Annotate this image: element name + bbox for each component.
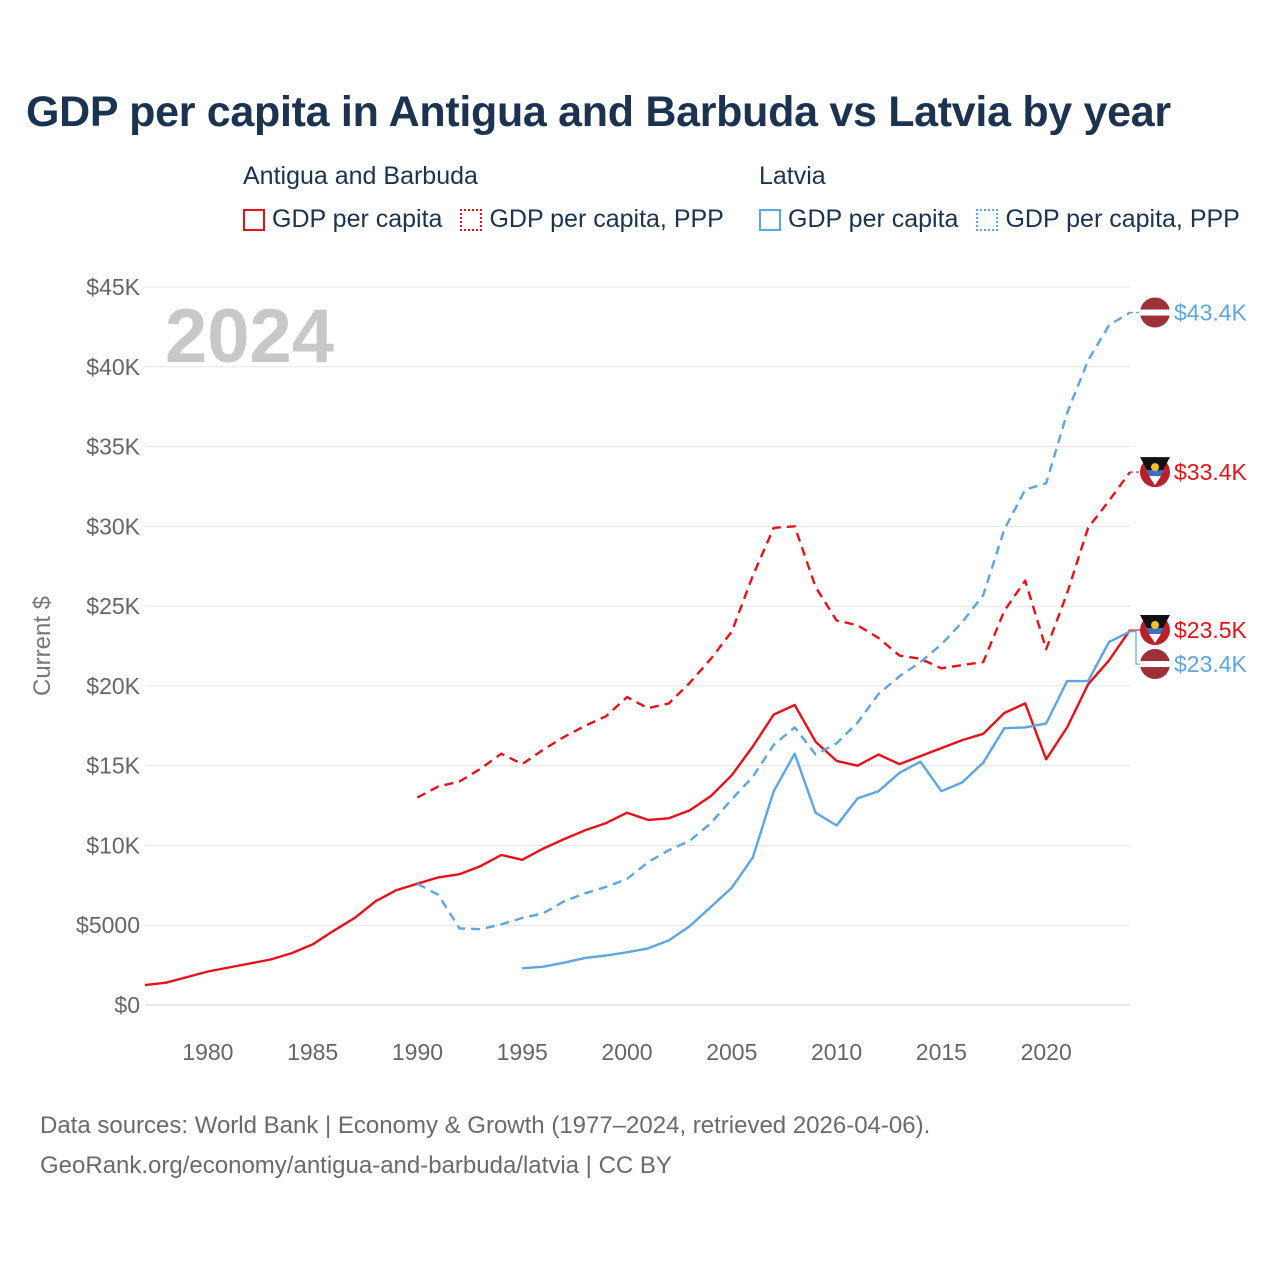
legend-label: GDP per capita: [272, 205, 443, 233]
legend-item-latvia-gdp-ppp[interactable]: GDP per capita, PPP: [976, 205, 1240, 234]
end-value-label: $23.5K: [1174, 617, 1248, 643]
legend-group-antigua: Antigua and Barbuda GDP per capita GDP p…: [243, 162, 724, 234]
y-tick-label: $45K: [86, 274, 140, 300]
legend-label: GDP per capita, PPP: [489, 205, 724, 233]
antigua-flag-icon: [1140, 457, 1170, 488]
footer-link[interactable]: GeoRank.org/economy/antigua-and-barbuda/…: [40, 1152, 672, 1179]
latvia-flag-icon: [1140, 649, 1170, 680]
antigua-flag-icon: [1140, 615, 1170, 646]
series-line-latvia-dashed[interactable]: [416, 311, 1131, 931]
y-tick-label: $25K: [86, 593, 140, 619]
legend-group-title: Latvia: [759, 162, 826, 190]
y-tick-label: $0: [114, 992, 140, 1018]
series-line-antigua-solid[interactable]: [144, 629, 1131, 987]
legend-swatch: [976, 208, 999, 231]
x-tick-label: 1985: [287, 1039, 338, 1065]
latvia-flag-icon: [1140, 297, 1170, 328]
legend-swatch: [460, 208, 483, 231]
legend-item-latvia-gdp[interactable]: GDP per capita: [759, 205, 958, 234]
legend-label: GDP per capita, PPP: [1005, 205, 1240, 233]
year-watermark: 2024: [165, 294, 334, 379]
series-line-antigua-dashed[interactable]: [416, 471, 1131, 799]
y-tick-label: $5000: [76, 912, 140, 938]
x-tick-label: 2005: [706, 1039, 757, 1065]
legend-group-title: Antigua and Barbuda: [243, 162, 478, 190]
x-tick-label: 2000: [601, 1039, 652, 1065]
legend-item-antigua-gdp-ppp[interactable]: GDP per capita, PPP: [460, 205, 724, 234]
series-line-latvia-solid[interactable]: [522, 630, 1131, 970]
footer: Data sources: World Bank | Economy & Gro…: [40, 1106, 930, 1186]
end-connector: [1130, 631, 1140, 665]
end-value-label: $33.4K: [1174, 459, 1248, 485]
chart-title: GDP per capita in Antigua and Barbuda vs…: [26, 88, 1171, 136]
y-tick-label: $15K: [86, 753, 140, 779]
end-value-label: $43.4K: [1174, 300, 1248, 326]
legend-label: GDP per capita: [788, 205, 959, 233]
legend-swatch: [243, 208, 265, 231]
x-tick-label: 2010: [811, 1039, 862, 1065]
x-tick-label: 1990: [392, 1039, 443, 1065]
x-tick-label: 1995: [497, 1039, 548, 1065]
x-tick-label: 1980: [182, 1039, 233, 1065]
x-tick-label: 2015: [916, 1039, 967, 1065]
y-axis-label: Current $: [29, 596, 56, 696]
legend-swatch: [759, 208, 781, 231]
y-tick-label: $35K: [86, 434, 140, 460]
footer-sources: Data sources: World Bank | Economy & Gro…: [40, 1112, 931, 1139]
end-value-label: $23.4K: [1174, 651, 1248, 677]
y-tick-label: $30K: [86, 513, 140, 539]
y-tick-label: $10K: [86, 832, 140, 858]
y-tick-label: $40K: [86, 354, 140, 380]
legend-group-latvia: Latvia GDP per capita GDP per capita, PP…: [759, 162, 1240, 234]
x-tick-label: 2020: [1021, 1039, 1072, 1065]
y-tick-label: $20K: [86, 673, 140, 699]
legend-item-antigua-gdp[interactable]: GDP per capita: [243, 205, 442, 234]
